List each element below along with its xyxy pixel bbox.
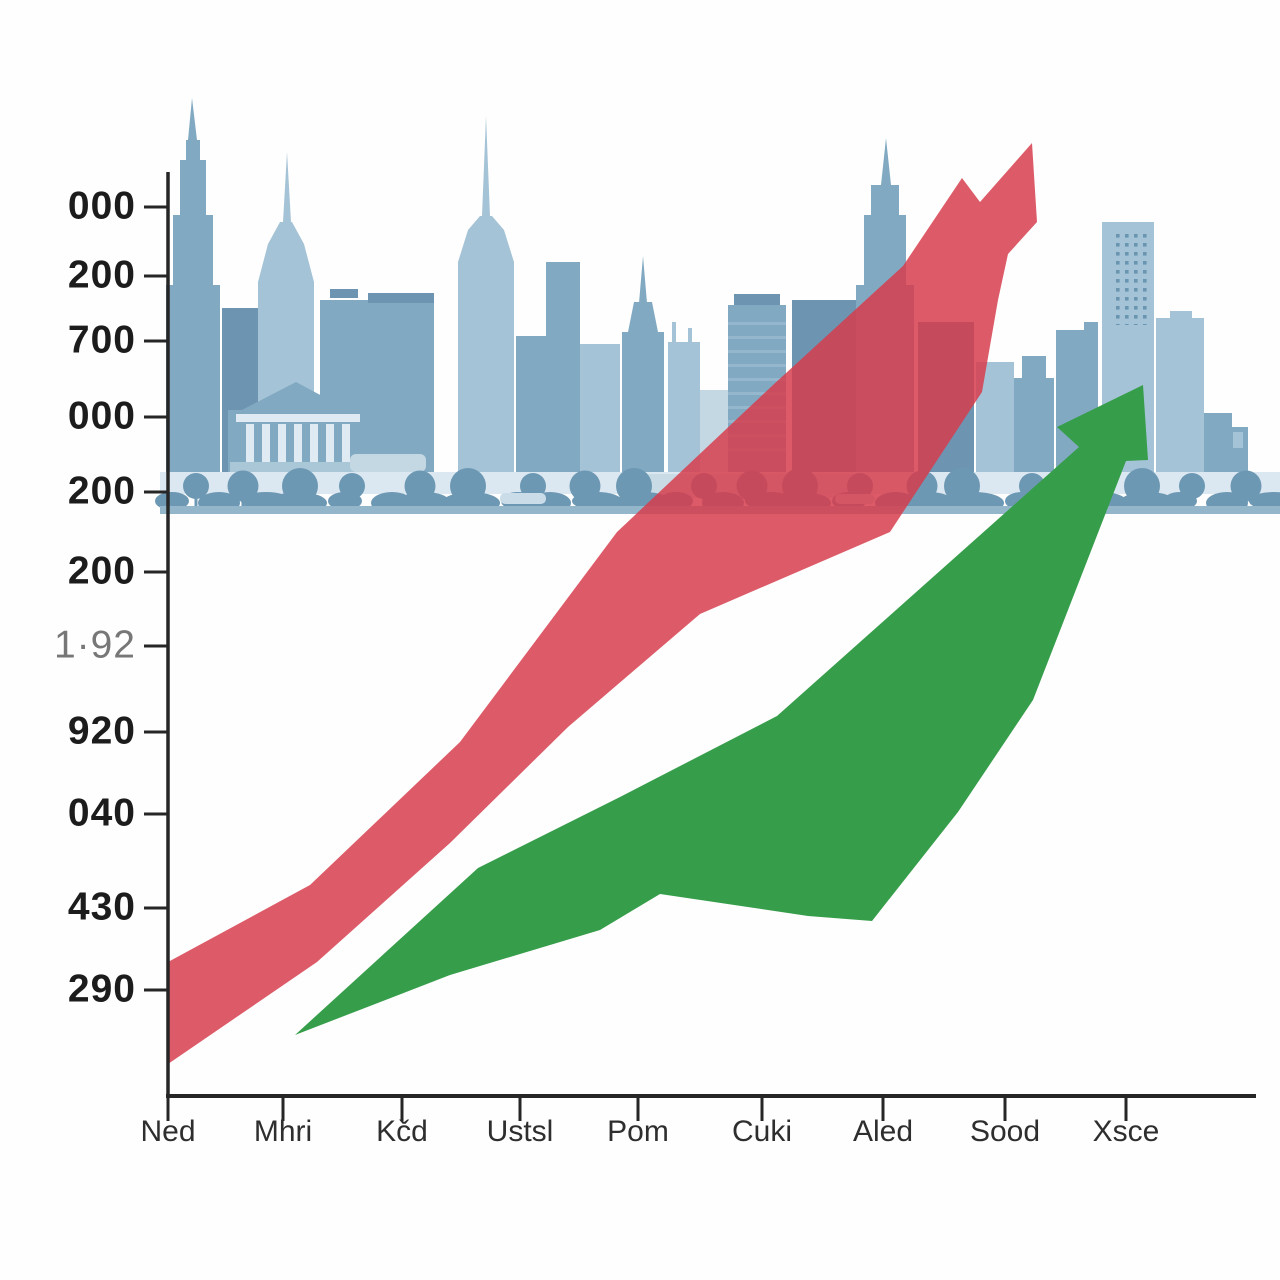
building	[546, 262, 580, 474]
x-tick-label: Pom	[607, 1115, 669, 1148]
x-tick-label: Cuki	[731, 1115, 792, 1148]
building	[580, 344, 620, 474]
x-tick-label: Kčd	[376, 1115, 428, 1148]
bus-silhouette	[350, 454, 426, 472]
y-tick-label: 430	[67, 885, 136, 929]
bush-silhouette	[399, 492, 449, 510]
bush-silhouette	[572, 492, 622, 510]
axes	[144, 172, 1256, 1121]
window-dots-overlay	[1111, 229, 1147, 325]
building-sign-band	[734, 294, 780, 307]
building-sign-band	[368, 293, 434, 306]
bush-silhouette	[328, 492, 362, 510]
car-silhouette	[500, 493, 546, 504]
y-tick-label: 1·92	[53, 623, 136, 667]
stepped-building	[1012, 356, 1054, 474]
tree-icon	[183, 473, 209, 499]
building	[516, 336, 546, 474]
tick-marks	[144, 205, 1128, 1121]
museum-columns	[246, 424, 350, 462]
x-tick-label: Ned	[140, 1115, 196, 1148]
x-tick-label: Mhri	[253, 1115, 313, 1148]
y-tick-label: 200	[67, 253, 136, 297]
x-tick-label: Xsce	[1092, 1115, 1160, 1148]
x-tick-label: Aled	[852, 1115, 914, 1148]
chrysler-tower-2	[458, 116, 514, 474]
bush-silhouette	[1163, 492, 1197, 510]
y-tick-label: 040	[67, 791, 136, 835]
annex-building	[1204, 413, 1232, 474]
building-right-tall	[1156, 311, 1204, 474]
y-tick-label: 920	[67, 709, 136, 753]
building-with-antennas	[668, 322, 700, 474]
y-tick-label: 200	[67, 469, 136, 513]
red-trend-arrow	[168, 143, 1037, 1064]
x-tick-label: Ustsl	[486, 1115, 554, 1148]
x-tick-label: Sood	[969, 1115, 1041, 1148]
bush-silhouette	[1249, 492, 1280, 510]
tree-icon	[520, 473, 546, 499]
bush-silhouette	[903, 492, 953, 510]
tree-icon	[227, 470, 259, 502]
y-tick-label: 700	[67, 318, 136, 362]
y-tick-label: 000	[67, 394, 136, 438]
y-tick-label: 000	[67, 184, 136, 228]
building	[368, 303, 434, 474]
annex-window	[1233, 432, 1243, 448]
green-trend-arrow	[295, 385, 1148, 1035]
bush-silhouette	[155, 492, 189, 510]
y-tick-label: 290	[67, 967, 136, 1011]
y-tick-label: 200	[67, 549, 136, 593]
empire-state-tower-left	[166, 98, 220, 474]
tree-trunk	[194, 492, 198, 506]
classical-museum	[228, 382, 368, 474]
rooftop-sign	[330, 289, 358, 298]
spire-tower-mid	[622, 256, 664, 474]
